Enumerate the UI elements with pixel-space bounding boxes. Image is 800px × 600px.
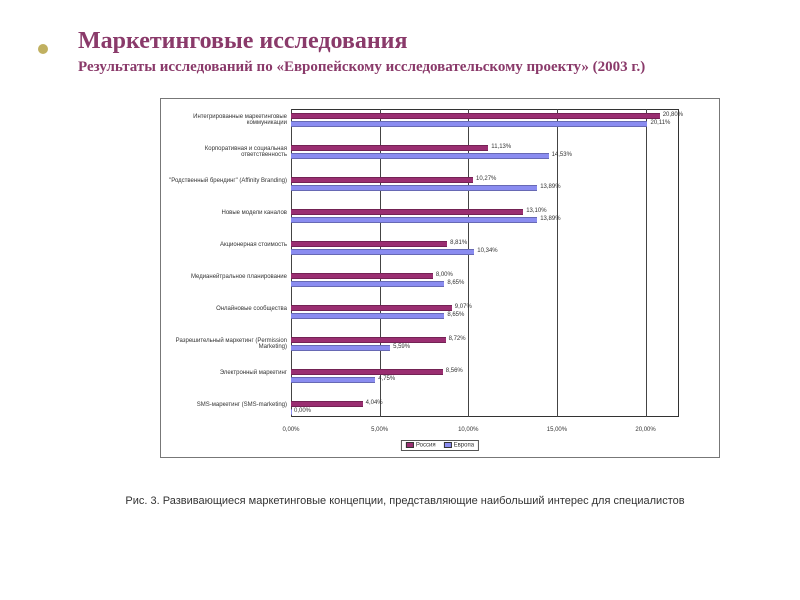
bar: [291, 145, 488, 151]
bar-value-label: 0,00%: [294, 408, 311, 414]
bar: [291, 185, 537, 191]
x-tick-label: 20,00%: [635, 427, 655, 433]
legend-label-0: Россия: [416, 443, 436, 449]
slide-subtitle: Результаты исследований по «Европейскому…: [78, 58, 760, 76]
bar: [291, 313, 444, 319]
x-tick-label: 0,00%: [282, 427, 299, 433]
bar-value-label: 13,10%: [526, 208, 546, 214]
legend-swatch-0: [406, 442, 414, 448]
bar: [291, 249, 474, 255]
category-label: Акционерная стоимость: [167, 242, 287, 249]
bar: [291, 121, 647, 127]
bar: [291, 241, 447, 247]
slide-title: Маркетинговые исследования: [78, 28, 760, 56]
bar: [291, 369, 443, 375]
bar: [291, 217, 537, 223]
category-label: "Родственный брендинг" (Affinity Brandin…: [167, 178, 287, 185]
bar-value-label: 8,65%: [447, 312, 464, 318]
x-tick-label: 15,00%: [547, 427, 567, 433]
legend: Россия Европа: [401, 440, 479, 451]
slide: Маркетинговые исследования Результаты ис…: [0, 0, 800, 600]
bar-value-label: 20,80%: [663, 112, 683, 118]
bar-value-label: 13,89%: [540, 184, 560, 190]
category-label: Интегрированные маркетинговые коммуникац…: [167, 114, 287, 127]
bar: [291, 337, 446, 343]
category-label: Онлайновые сообщества: [167, 306, 287, 313]
bar: [291, 113, 660, 119]
bar: [291, 305, 452, 311]
category-label: Электронный маркетинг: [167, 370, 287, 377]
legend-label-1: Европа: [454, 443, 474, 449]
bar-value-label: 9,07%: [455, 304, 472, 310]
x-tick-label: 10,00%: [458, 427, 478, 433]
bar: [291, 345, 390, 351]
legend-item: Россия: [406, 442, 436, 449]
bar-value-label: 11,13%: [491, 144, 511, 150]
title-bullet: [38, 44, 48, 54]
category-label: Разрешительный маркетинг (Permission Mar…: [167, 338, 287, 351]
bar-value-label: 10,34%: [477, 248, 497, 254]
bar: [291, 377, 375, 383]
bar: [291, 209, 523, 215]
bar-value-label: 8,72%: [449, 336, 466, 342]
bar-value-label: 5,59%: [393, 344, 410, 350]
figure-caption: Рис. 3. Развивающиеся маркетинговые конц…: [50, 494, 760, 508]
bar-value-label: 13,89%: [540, 216, 560, 222]
bar-value-label: 4,75%: [378, 376, 395, 382]
bar: [291, 273, 433, 279]
gridline: [646, 109, 647, 417]
bar: [291, 153, 549, 159]
x-tick-label: 5,00%: [371, 427, 388, 433]
bar: [291, 409, 292, 415]
bar-value-label: 14,53%: [552, 152, 572, 158]
legend-swatch-1: [444, 442, 452, 448]
legend-item: Европа: [444, 442, 474, 449]
bar-value-label: 8,81%: [450, 240, 467, 246]
category-label: Медианейтральное планирование: [167, 274, 287, 281]
category-label: SMS-маркетинг (SMS-marketing): [167, 402, 287, 409]
bar-value-label: 8,56%: [446, 368, 463, 374]
bar-value-label: 20,11%: [650, 120, 670, 126]
category-label: Корпоративная и социальная ответственнос…: [167, 146, 287, 159]
bar: [291, 281, 444, 287]
category-label: Новые модели каналов: [167, 210, 287, 217]
chart: Россия Европа 0,00% 5,00% 10,00% 15,00% 20,0…: [160, 98, 720, 458]
bar-value-label: 8,65%: [447, 280, 464, 286]
bar: [291, 177, 473, 183]
bar-value-label: 10,27%: [476, 176, 496, 182]
bar-value-label: 8,00%: [436, 272, 453, 278]
bar-value-label: 4,04%: [366, 400, 383, 406]
bar: [291, 401, 363, 407]
